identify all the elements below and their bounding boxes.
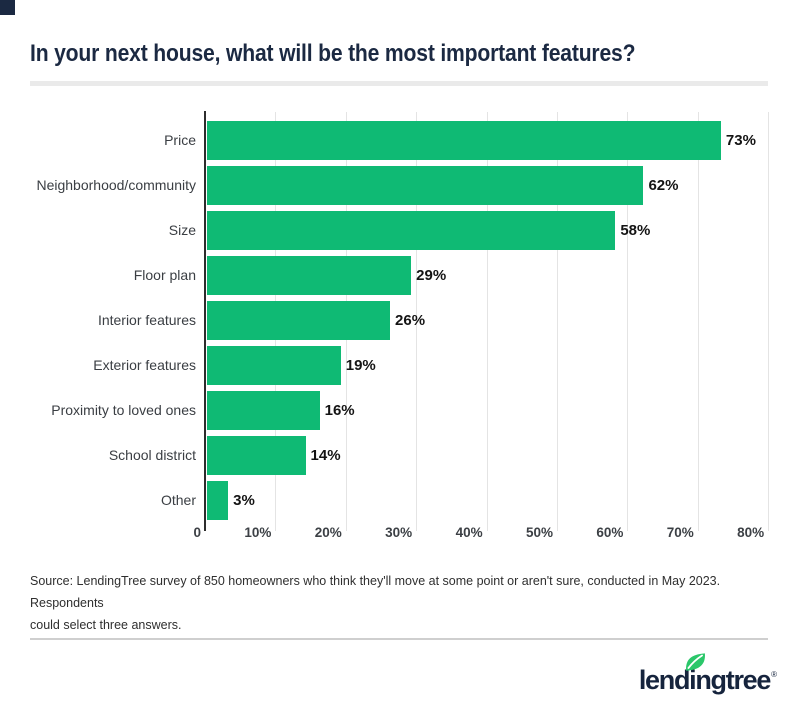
source-note: Source: LendingTree survey of 850 homeow… <box>30 570 775 636</box>
bar-floor-plan <box>207 256 412 295</box>
leaf-icon <box>686 653 705 671</box>
value-label: 14% <box>310 446 341 464</box>
category-label: Interior features <box>97 311 196 328</box>
value-label: 3% <box>233 491 255 509</box>
category-label: Exterior features <box>93 356 196 373</box>
x-tick-label: 60% <box>596 525 624 540</box>
category-label: Other <box>160 491 196 508</box>
x-tick-label: 20% <box>314 525 342 540</box>
grid-line <box>486 112 488 531</box>
source-line-1: Source: LendingTree survey of 850 homeow… <box>30 574 721 610</box>
grid-line <box>768 112 770 531</box>
grid-line <box>557 112 558 531</box>
category-label: Neighborhood/community <box>36 176 196 193</box>
value-label: 16% <box>324 401 355 419</box>
category-label: Price <box>164 131 196 148</box>
bar-price <box>207 121 721 160</box>
value-label: 58% <box>620 221 651 239</box>
bar-proximity-to-loved-ones <box>207 391 320 430</box>
x-tick-label: 80% <box>737 525 765 540</box>
grid-line <box>697 112 699 531</box>
chart-title: In your next house, what will be the mos… <box>30 40 636 67</box>
category-label: Proximity to loved ones <box>51 401 196 418</box>
x-tick-label: 40% <box>455 525 483 540</box>
bar-exterior-features <box>207 346 341 385</box>
lendingtree-logo: lendingtree® <box>638 653 777 705</box>
bar-other <box>207 481 229 520</box>
value-label: 62% <box>648 176 679 194</box>
category-label: Size <box>168 221 196 238</box>
footer-divider <box>30 638 768 640</box>
x-tick-label: 30% <box>385 525 413 540</box>
category-label: Floor plan <box>133 266 196 283</box>
grid-line <box>416 112 418 531</box>
category-label: School district <box>108 446 196 463</box>
x-tick-label: 70% <box>666 525 694 540</box>
value-label: 26% <box>395 311 426 329</box>
corner-mark <box>0 0 15 15</box>
bar-size <box>207 211 616 250</box>
title-divider <box>30 81 768 86</box>
x-tick-label: 0 <box>193 525 201 540</box>
x-tick-label: 50% <box>525 525 553 540</box>
grid-line <box>627 112 629 531</box>
value-label: 73% <box>725 131 756 149</box>
logo-wordmark: lendingtree <box>638 665 772 695</box>
bar-interior-features <box>207 301 391 340</box>
bar-school-district <box>207 436 306 475</box>
y-axis-line <box>204 111 206 531</box>
value-label: 29% <box>416 266 447 284</box>
registered-trademark: ® <box>771 670 777 679</box>
source-line-2: could select three answers. <box>30 618 182 632</box>
bar-neighborhood-community <box>207 166 644 205</box>
value-label: 19% <box>345 356 376 374</box>
x-tick-label: 10% <box>244 525 272 540</box>
